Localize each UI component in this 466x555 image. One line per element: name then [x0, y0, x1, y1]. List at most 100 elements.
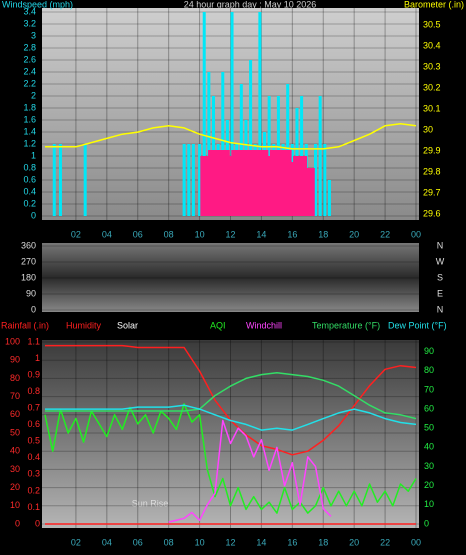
- y-tick-label: 0.2: [23, 198, 36, 208]
- y-tick-label: 1.4: [23, 126, 36, 136]
- y-tick-label: 3.4: [23, 6, 36, 16]
- legend-label: AQI: [210, 320, 226, 330]
- x-tick-label: 04: [102, 537, 112, 547]
- y-tick-label: 0: [15, 518, 20, 528]
- bar: [249, 60, 253, 216]
- y-tick-label: 29.6: [423, 208, 441, 218]
- y-tick-label: 2.2: [23, 78, 36, 88]
- x-tick-label: 02: [71, 537, 81, 547]
- legend-label: Humidity: [66, 320, 102, 330]
- y-tick-label: W: [436, 256, 445, 266]
- x-tick-label: 06: [133, 229, 143, 239]
- legend-label: Solar: [117, 320, 138, 330]
- y-tick-label: 0: [31, 210, 36, 220]
- y-tick-label: 3.2: [23, 18, 36, 28]
- y-tick-label: 1: [31, 150, 36, 160]
- y-tick-label: 1: [35, 353, 40, 363]
- line: [168, 419, 332, 523]
- x-tick-label: 10: [195, 229, 205, 239]
- y-tick-label: 30: [424, 461, 434, 471]
- y-tick-label: 80: [424, 365, 434, 375]
- x-tick-label: 10: [195, 537, 205, 547]
- x-tick-label: 18: [318, 229, 328, 239]
- bar: [187, 144, 191, 216]
- y-tick-label: 40: [10, 446, 20, 456]
- x-tick-label: 08: [164, 537, 174, 547]
- y-tick-label: 30.1: [423, 103, 441, 113]
- y-tick-label: 2.6: [23, 54, 36, 64]
- y-tick-label: 2.8: [23, 42, 36, 52]
- legend-label: Dew Point (°F): [388, 320, 447, 330]
- bar: [207, 72, 211, 216]
- line: [45, 122, 417, 150]
- x-tick-label: 00: [411, 229, 421, 239]
- line: [45, 404, 417, 431]
- bar: [327, 180, 331, 216]
- bar: [191, 144, 195, 216]
- bar: [300, 168, 315, 216]
- y-tick-label: 60: [10, 409, 20, 419]
- y-tick-label: 29.9: [423, 145, 441, 155]
- y-tick-label: 0.6: [27, 419, 40, 429]
- bar: [258, 12, 262, 216]
- y-tick-label: 90: [10, 355, 20, 365]
- x-tick-label: 22: [380, 229, 390, 239]
- bar: [58, 144, 62, 216]
- y-tick-label: 1.8: [23, 102, 36, 112]
- y-tick-label: 0.4: [23, 186, 36, 196]
- y-tick-label: 30.2: [423, 82, 441, 92]
- y-tick-label: 80: [10, 373, 20, 383]
- y-tick-label: 20: [10, 482, 20, 492]
- axis-label: Barometer (.in): [404, 0, 464, 9]
- annotation: Sun Rise: [132, 498, 169, 508]
- x-tick-label: 18: [318, 537, 328, 547]
- x-tick-label: 20: [349, 537, 359, 547]
- legend-label: Rainfall (.in): [1, 320, 49, 330]
- x-tick-label: 20: [349, 229, 359, 239]
- y-tick-label: 0: [35, 518, 40, 528]
- axis-label: Windspeed (mph): [2, 0, 73, 9]
- y-tick-label: 90: [26, 288, 36, 298]
- line: [45, 371, 417, 420]
- y-tick-label: 29.8: [423, 166, 441, 176]
- y-tick-label: 20: [424, 480, 434, 490]
- y-tick-label: 0.8: [23, 162, 36, 172]
- y-tick-label: 40: [424, 442, 434, 452]
- x-tick-label: 06: [133, 537, 143, 547]
- y-tick-label: 29.7: [423, 187, 441, 197]
- y-tick-label: 0.1: [27, 502, 40, 512]
- bar: [314, 144, 318, 216]
- bar: [318, 96, 322, 216]
- x-tick-label: 04: [102, 229, 112, 239]
- y-tick-label: 1.6: [23, 114, 36, 124]
- y-tick-label: 30.5: [423, 19, 441, 29]
- y-tick-label: 50: [424, 423, 434, 433]
- x-tick-label: 12: [225, 537, 235, 547]
- x-tick-label: 14: [256, 537, 266, 547]
- y-tick-label: 0.5: [27, 436, 40, 446]
- y-tick-label: N: [437, 304, 444, 314]
- bar: [323, 144, 327, 216]
- x-tick-label: 02: [71, 229, 81, 239]
- y-tick-label: 0.3: [27, 469, 40, 479]
- y-tick-label: 0.6: [23, 174, 36, 184]
- x-tick-label: 22: [380, 537, 390, 547]
- bar: [202, 12, 206, 216]
- y-tick-label: 3: [31, 30, 36, 40]
- y-tick-label: 0.4: [27, 452, 40, 462]
- y-tick-label: 0: [424, 518, 429, 528]
- y-tick-label: 60: [424, 403, 434, 413]
- bar: [182, 144, 186, 216]
- y-tick-label: 0.7: [27, 403, 40, 413]
- y-tick-label: 100: [5, 336, 20, 346]
- x-tick-label: 16: [287, 229, 297, 239]
- legend-label: Temperature (°F): [312, 320, 380, 330]
- bar: [52, 144, 56, 216]
- y-tick-label: 360: [21, 240, 36, 250]
- y-tick-label: 0.2: [27, 485, 40, 495]
- plot-area: [42, 243, 419, 312]
- y-tick-label: 0: [31, 304, 36, 314]
- y-tick-label: 50: [10, 427, 20, 437]
- y-tick-label: 1.1: [27, 336, 40, 346]
